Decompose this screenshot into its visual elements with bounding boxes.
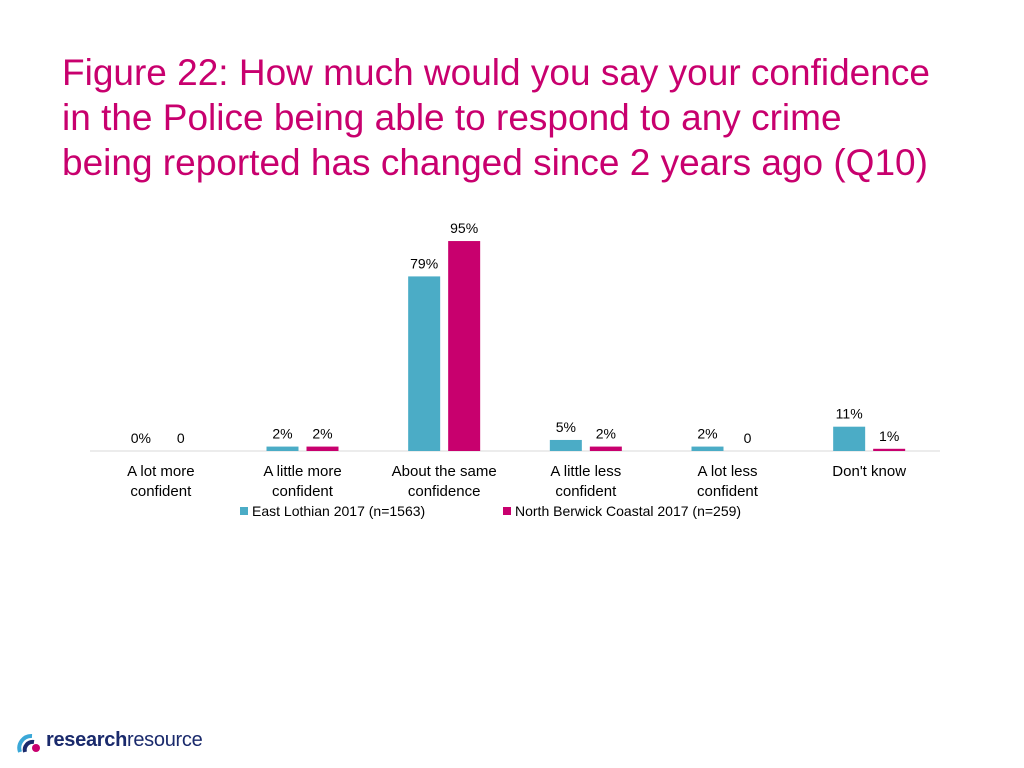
legend-label-1: East Lothian 2017 (n=1563): [252, 503, 425, 519]
research-resource-swirl-icon: [17, 734, 40, 753]
data-label-2-5: 0: [744, 430, 752, 446]
logo-word-research: research: [46, 728, 127, 751]
data-label-2-1: 0: [177, 430, 185, 446]
category-label-3-line-2: confidence: [408, 483, 481, 500]
legend-swatch-2: [503, 507, 511, 515]
category-label-2-line-1: A little more: [263, 463, 341, 480]
chart-title: Figure 22: How much would you say your c…: [62, 50, 982, 185]
data-label-1-3: 79%: [410, 255, 438, 271]
bar-1-2: [266, 446, 299, 451]
data-label-1-6: 11%: [836, 406, 863, 422]
data-label-1-4: 5%: [556, 419, 576, 435]
logo-word-resource: resource: [127, 728, 203, 751]
category-label-1-line-2: confident: [130, 483, 192, 500]
bar-2-3: [448, 241, 481, 451]
bar-1-6: [833, 426, 866, 451]
data-label-2-6: 1%: [879, 428, 899, 444]
bar-chart: 0% 0 A lot more confident 2% 2% A little more c…: [90, 220, 940, 519]
category-label-5-line-1: A lot less: [697, 463, 757, 480]
data-label-2-4: 2%: [596, 426, 616, 442]
title-line-3: being reported has changed since 2 years…: [62, 142, 928, 183]
data-label-1-5: 2%: [697, 426, 717, 442]
research-resource-logo: researchresource: [16, 722, 203, 758]
category-label-5-line-2: confident: [697, 483, 759, 500]
category-label-4-line-2: confident: [555, 483, 617, 500]
title-line-1: Figure 22: How much would you say your c…: [62, 52, 930, 93]
data-label-1-1: 0%: [131, 430, 151, 446]
bar-1-5: [691, 446, 724, 451]
legend-swatch-1: [240, 507, 248, 515]
bar-1-3: [408, 276, 441, 451]
category-label-1-line-1: A lot more: [127, 463, 195, 480]
data-label-2-3: 95%: [450, 220, 478, 236]
bar-2-2: [306, 446, 339, 451]
data-label-1-2: 2%: [272, 426, 292, 442]
bar-1-4: [549, 439, 582, 451]
category-label-2-line-2: confident: [272, 483, 334, 500]
category-label-3-line-1: About the same: [392, 463, 497, 480]
category-label-6-line-1: Don't know: [832, 463, 906, 480]
data-label-2-2: 2%: [312, 426, 332, 442]
category-label-4-line-1: A little less: [550, 463, 621, 480]
title-line-2: in the Police being able to respond to a…: [62, 97, 842, 138]
bar-2-6: [873, 448, 906, 451]
legend-label-2: North Berwick Coastal 2017 (n=259): [515, 503, 741, 519]
logo-wordmark: researchresource: [46, 728, 203, 752]
bar-2-4: [589, 446, 622, 451]
